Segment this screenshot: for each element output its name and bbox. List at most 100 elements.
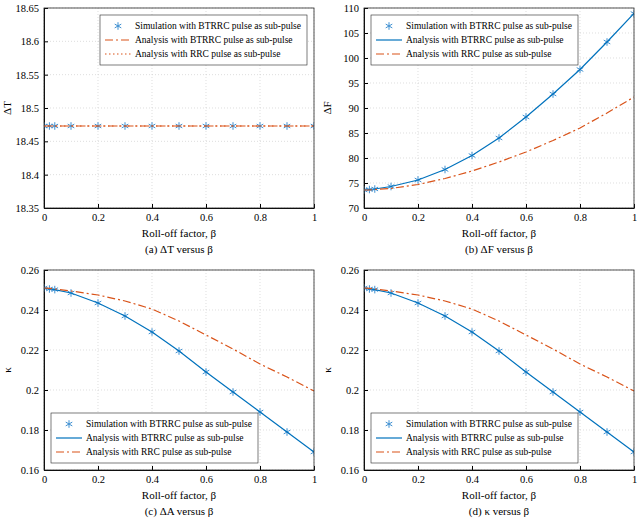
x-tick: 0.8 bbox=[254, 466, 267, 485]
tick-label: 0.8 bbox=[254, 474, 267, 485]
legend-swatch bbox=[105, 39, 131, 40]
tick-mark bbox=[260, 204, 261, 208]
legend-label: Analysis with BTRRC pulse as sub-pulse bbox=[406, 433, 564, 443]
x-tick: 0.4 bbox=[466, 466, 480, 485]
grid-line bbox=[44, 310, 314, 311]
plot-frame bbox=[364, 270, 634, 470]
tick-label: 18.5 bbox=[21, 103, 39, 114]
tick-label: 0 bbox=[42, 474, 47, 485]
tick-mark bbox=[206, 466, 207, 470]
caption: (a) ΔT versus β bbox=[145, 243, 213, 256]
tick-label: 100 bbox=[343, 53, 359, 64]
tick-mark bbox=[44, 350, 48, 351]
y-axis: 18.3518.418.4518.518.5518.618.65 bbox=[15, 3, 48, 214]
y-tick: 18.45 bbox=[15, 136, 48, 147]
legend-swatch bbox=[66, 420, 73, 428]
tick-mark bbox=[260, 466, 261, 470]
grid-line bbox=[44, 174, 314, 175]
tick-label: 0.16 bbox=[21, 465, 39, 476]
legend-label: Analysis with RRC pulse as sub-pulse bbox=[406, 49, 551, 59]
series-line bbox=[364, 288, 634, 391]
tick-mark bbox=[98, 466, 99, 470]
legend-swatch bbox=[376, 437, 402, 438]
plot-background bbox=[364, 8, 634, 208]
y-axis-title: ΔT bbox=[1, 101, 13, 115]
tick-mark bbox=[152, 466, 153, 470]
plot-frame bbox=[44, 8, 314, 208]
x-tick: 0.8 bbox=[574, 204, 587, 223]
legend-label: Analysis with RRC pulse as sub-pulse bbox=[406, 447, 551, 457]
tick-label: 0.18 bbox=[21, 425, 39, 436]
tick-mark bbox=[152, 204, 153, 208]
grid-line bbox=[364, 108, 634, 109]
grid-line bbox=[364, 83, 634, 84]
tick-label: 0.8 bbox=[254, 212, 267, 223]
tick-label: 0.2 bbox=[346, 385, 359, 396]
grid-line bbox=[364, 390, 634, 391]
tick-label: 0.4 bbox=[146, 474, 160, 485]
y-tick: 75 bbox=[349, 178, 369, 189]
panel: 00.20.40.60.81707580859095100105110Roll-… bbox=[321, 3, 637, 256]
x-axis-title: Roll-off factor, β bbox=[142, 489, 217, 501]
tick-mark bbox=[364, 350, 368, 351]
panel: 00.20.40.60.8118.3518.418.4518.518.5518.… bbox=[1, 3, 317, 256]
series-line bbox=[44, 288, 314, 391]
legend: Simulation with BTRRC pulse as sub-pulse… bbox=[51, 413, 258, 463]
x-tick: 0.6 bbox=[200, 466, 213, 485]
grid-line bbox=[44, 108, 314, 109]
caption: (c) ΔA versus β bbox=[145, 505, 214, 518]
plot-background bbox=[44, 270, 314, 470]
x-tick: 0.4 bbox=[146, 204, 160, 223]
tick-label: 0.26 bbox=[21, 265, 39, 276]
tick-mark bbox=[98, 204, 99, 208]
tick-label: 0.4 bbox=[146, 212, 160, 223]
plot-area bbox=[364, 10, 634, 194]
y-tick: 18.65 bbox=[15, 3, 48, 14]
tick-mark bbox=[580, 204, 581, 208]
x-tick: 0.6 bbox=[200, 204, 213, 223]
tick-mark bbox=[364, 390, 368, 391]
x-tick: 0.4 bbox=[146, 466, 160, 485]
tick-label: 0.18 bbox=[341, 425, 359, 436]
y-tick: 95 bbox=[349, 78, 369, 89]
x-axis-title: Roll-off factor, β bbox=[142, 227, 217, 239]
tick-label: 0.6 bbox=[200, 212, 213, 223]
tick-mark bbox=[44, 75, 48, 76]
y-tick: 85 bbox=[349, 128, 369, 139]
x-axis-title: Roll-off factor, β bbox=[462, 227, 537, 239]
legend-box bbox=[51, 413, 258, 463]
y-tick: 18.55 bbox=[15, 70, 48, 81]
tick-label: 1 bbox=[632, 212, 637, 223]
grid-line bbox=[580, 270, 581, 470]
tick-mark bbox=[418, 466, 419, 470]
x-tick: 0.2 bbox=[412, 466, 425, 485]
tick-mark bbox=[44, 310, 48, 311]
tick-mark bbox=[364, 183, 368, 184]
tick-mark bbox=[364, 430, 368, 431]
x-tick: 0.8 bbox=[254, 204, 267, 223]
x-tick: 0.6 bbox=[520, 466, 533, 485]
tick-mark bbox=[364, 133, 368, 134]
tick-mark bbox=[364, 158, 368, 159]
y-tick: 0.2 bbox=[26, 385, 48, 396]
tick-label: 105 bbox=[343, 28, 359, 39]
tick-label: 18.35 bbox=[15, 203, 39, 214]
x-tick: 1 bbox=[632, 204, 637, 223]
legend-swatch bbox=[105, 53, 131, 54]
tick-mark bbox=[364, 58, 368, 59]
legend: Simulation with BTRRC pulse as sub-pulse… bbox=[100, 15, 307, 65]
x-tick: 1 bbox=[312, 466, 317, 485]
tick-label: 0.26 bbox=[341, 265, 359, 276]
legend-swatch bbox=[386, 420, 393, 428]
tick-mark bbox=[44, 390, 48, 391]
x-axis: 00.20.40.60.81 bbox=[362, 466, 637, 485]
tick-label: 0.2 bbox=[412, 212, 425, 223]
tick-mark bbox=[44, 175, 48, 176]
x-tick: 0.6 bbox=[520, 204, 533, 223]
legend: Simulation with BTRRC pulse as sub-pulse… bbox=[371, 15, 578, 65]
legend-swatch bbox=[115, 22, 122, 30]
grid bbox=[44, 270, 314, 470]
grid-line bbox=[44, 74, 314, 75]
y-axis-title: ΔF bbox=[321, 101, 333, 114]
tick-label: 18.45 bbox=[15, 136, 39, 147]
